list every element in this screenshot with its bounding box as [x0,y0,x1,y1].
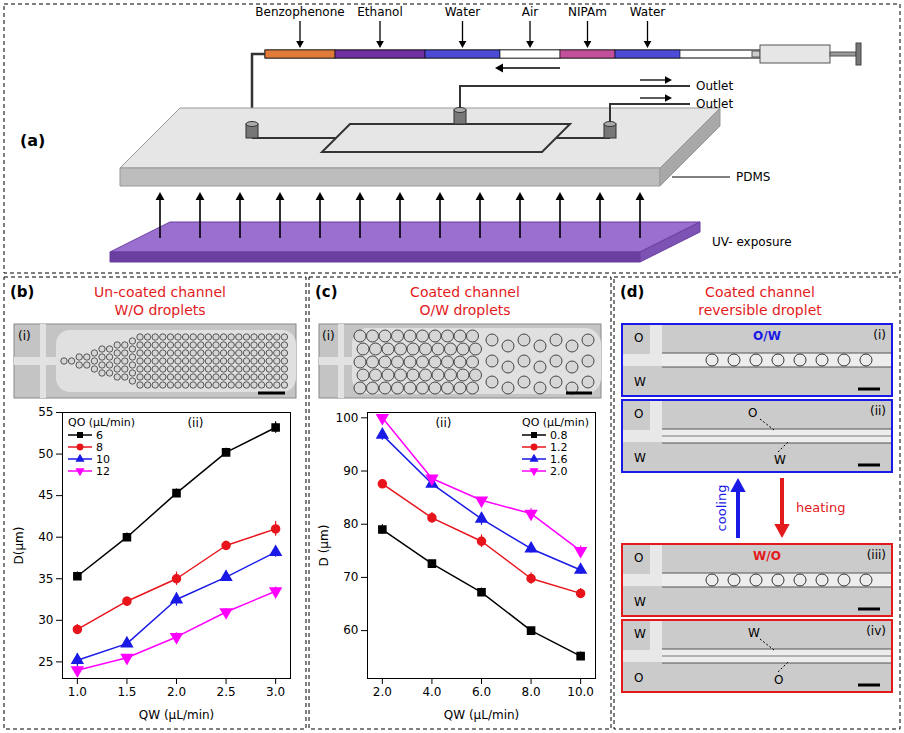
svg-text:1.5: 1.5 [117,685,136,699]
html-text:(ii): (ii) [187,416,204,430]
svg-text:W: W [634,375,646,389]
svg-text:2.0: 2.0 [373,685,392,699]
svg-text:Outlet: Outlet [696,79,733,93]
svg-text:60: 60 [343,623,358,637]
svg-text:(iv): (iv) [866,624,886,638]
svg-text:80: 80 [343,517,358,531]
svg-text:Coated channel: Coated channel [705,284,815,300]
svg-text:6.0: 6.0 [472,685,491,699]
svg-text:cooling: cooling [714,485,729,532]
svg-text:QW (μL/min): QW (μL/min) [139,708,214,722]
html-text:6: 6 [96,428,103,442]
svg-text:W/O: W/O [753,549,781,563]
svg-text:PDMS: PDMS [736,170,770,184]
svg-text:2.0: 2.0 [167,685,186,699]
svg-text:30: 30 [38,613,53,627]
svg-text:Un-coated channel: Un-coated channel [94,284,226,300]
html-text:10: 10 [96,452,110,466]
svg-text:reversible droplet: reversible droplet [698,302,822,318]
svg-text:O: O [634,407,643,421]
html-text:(ii): (ii) [435,416,452,430]
svg-text:W/O droplets: W/O droplets [114,302,205,318]
svg-text:4.0: 4.0 [422,685,441,699]
svg-text:Air: Air [522,5,539,19]
svg-text:(iii): (iii) [867,548,886,562]
svg-text:UV- exposure: UV- exposure [712,235,792,249]
svg-text:O: O [634,551,643,565]
svg-text:Water: Water [630,5,666,19]
svg-text:Coated channel: Coated channel [410,284,520,300]
svg-text:Water: Water [445,5,481,19]
svg-text:D(μm): D(μm) [12,527,26,565]
svg-text:50: 50 [38,447,53,461]
svg-text:35: 35 [38,572,53,586]
svg-text:W: W [774,453,786,467]
svg-text:(i): (i) [873,328,886,342]
html-text:QO (μL/min): QO (μL/min) [522,416,589,429]
svg-text:70: 70 [343,570,358,584]
html-text:8: 8 [96,440,103,454]
svg-text:(d): (d) [620,283,644,301]
svg-text:W: W [634,451,646,465]
html-text:0.8: 0.8 [550,428,568,442]
svg-text:NIPAm: NIPAm [568,5,607,19]
svg-text:10.0: 10.0 [567,685,594,699]
svg-text:D (μm): D (μm) [317,525,331,567]
html-text:12: 12 [96,464,110,478]
svg-text:Benzophenone: Benzophenone [255,5,344,19]
svg-text:Outlet: Outlet [696,97,733,111]
html-text:1.2: 1.2 [550,440,568,454]
html-text:2.0: 2.0 [550,464,568,478]
svg-text:QW (μL/min): QW (μL/min) [444,708,519,722]
svg-text:O: O [774,673,783,687]
svg-text:O/W droplets: O/W droplets [419,302,510,318]
svg-text:(i): (i) [18,329,31,343]
svg-text:(a): (a) [20,131,45,150]
svg-text:45: 45 [38,488,53,502]
svg-text:55: 55 [38,405,53,419]
svg-text:1.0: 1.0 [68,685,87,699]
svg-text:W: W [634,595,646,609]
svg-text:25: 25 [38,655,53,669]
svg-text:(ii): (ii) [870,404,886,418]
svg-text:40: 40 [38,530,53,544]
svg-text:O: O [634,331,643,345]
svg-text:3.0: 3.0 [266,685,285,699]
svg-text:O: O [634,671,643,685]
svg-text:(b): (b) [10,283,34,301]
svg-text:90: 90 [343,464,358,478]
html-text:QO (μL/min): QO (μL/min) [68,416,135,429]
svg-text:heating: heating [796,500,845,515]
svg-text:O: O [748,406,757,420]
svg-text:O/W: O/W [753,329,781,343]
svg-text:8.0: 8.0 [522,685,541,699]
svg-text:Ethanol: Ethanol [357,5,403,19]
svg-text:(c): (c) [315,283,338,301]
svg-text:2.5: 2.5 [217,685,236,699]
svg-text:(i): (i) [322,329,335,343]
svg-text:100: 100 [336,411,359,425]
html-text:1.6: 1.6 [550,452,568,466]
svg-text:W: W [748,626,760,640]
svg-text:W: W [634,627,646,641]
